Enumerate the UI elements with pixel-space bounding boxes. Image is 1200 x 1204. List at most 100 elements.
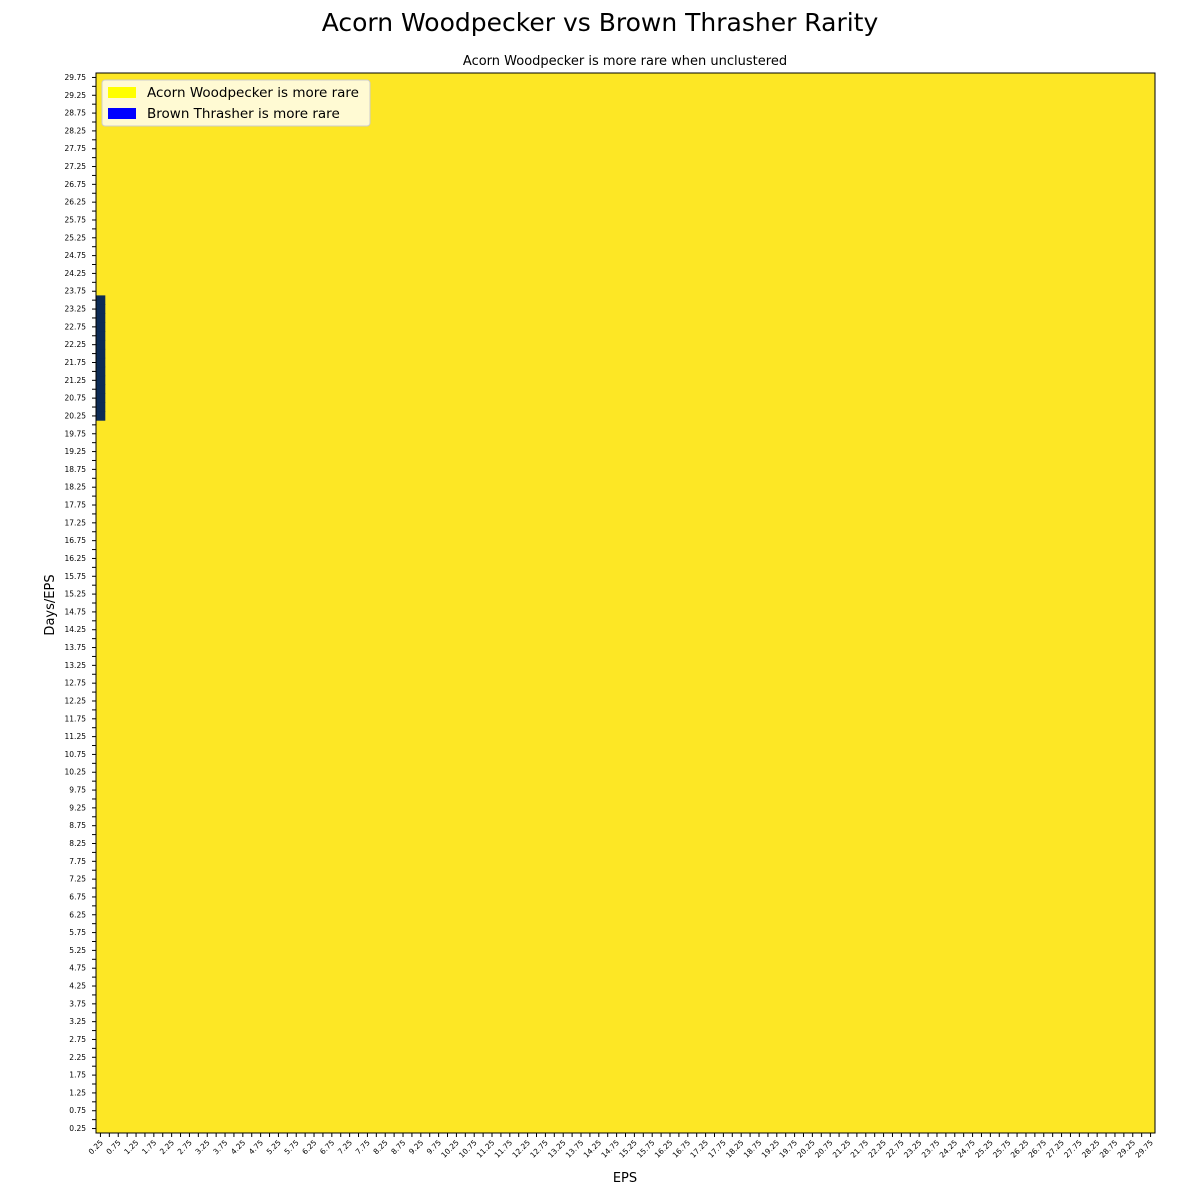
legend: Acorn Woodpecker is more rare Brown Thras… (101, 79, 371, 127)
y-tick-label: 5.75 (69, 928, 86, 937)
x-tick-label: 4.25 (229, 1138, 247, 1156)
y-tick-label: 16.25 (65, 554, 87, 563)
legend-label: Acorn Woodpecker is more rare (147, 85, 359, 101)
x-tick-label: 9.25 (407, 1138, 425, 1156)
heatmap-cell (96, 304, 106, 314)
x-tick-label: 27.25 (1044, 1138, 1066, 1160)
heatmap-cell (96, 366, 106, 377)
y-tick-label: 27.75 (65, 144, 87, 153)
heatmap-cell (96, 384, 106, 394)
x-tick-label: 1.75 (140, 1138, 158, 1156)
x-tick-label: 3.25 (193, 1138, 211, 1156)
x-tick-label: 13.25 (546, 1138, 568, 1160)
x-tick-label: 14.25 (582, 1138, 604, 1160)
y-tick-label: 29.25 (65, 91, 87, 100)
y-tick-label: 12.75 (65, 679, 87, 688)
x-tick-label: 4.75 (247, 1138, 265, 1156)
y-tick-label: 0.75 (69, 1106, 86, 1115)
x-tick-label: 25.75 (991, 1138, 1013, 1160)
heatmap-cell (96, 402, 106, 412)
y-tick-label: 23.75 (65, 287, 87, 296)
x-tick-label: 21.75 (849, 1138, 871, 1160)
x-tick-label: 20.25 (795, 1138, 817, 1160)
heatmap-cell (96, 348, 106, 359)
y-tick-label: 1.25 (69, 1088, 86, 1097)
y-tick-label: 22.25 (65, 340, 87, 349)
y-tick-label: 4.75 (69, 964, 86, 973)
y-tick-label: 11.75 (65, 714, 87, 723)
x-tick-label: 11.75 (493, 1138, 515, 1160)
y-tick-label: 13.25 (65, 661, 87, 670)
y-tick-label: 20.75 (65, 394, 87, 403)
x-tick-label: 24.75 (955, 1138, 977, 1160)
x-tick-label: 5.75 (282, 1138, 300, 1156)
heatmap-cell (96, 313, 106, 323)
x-tick-label: 5.25 (265, 1138, 283, 1156)
y-tick-label: 7.75 (69, 857, 86, 866)
heatmap-cell (96, 357, 106, 368)
y-tick-label: 10.75 (65, 750, 87, 759)
y-tick-label: 2.25 (69, 1053, 86, 1062)
plot-area (95, 72, 1156, 1134)
x-tick-label: 17.25 (688, 1138, 710, 1160)
x-tick-label: 16.25 (653, 1138, 675, 1160)
y-tick-label: 6.75 (69, 892, 86, 901)
x-tick-label: 0.75 (104, 1138, 122, 1156)
y-tick-label: 19.25 (65, 447, 87, 456)
y-tick-label: 8.75 (69, 821, 86, 830)
y-tick-label: 12.25 (65, 696, 87, 705)
x-tick-label: 19.25 (760, 1138, 782, 1160)
x-tick-label: 10.25 (439, 1138, 461, 1160)
x-tick-label: 14.75 (599, 1138, 621, 1160)
x-axis: 0.25 0.75 1.25 1.75 2.25 2.75 3.25 3.75 4.25 4.75… (87, 1133, 1155, 1160)
y-tick-label: 11.25 (65, 732, 87, 741)
y-tick-label: 23.25 (65, 305, 87, 314)
x-tick-label: 3.75 (211, 1138, 229, 1156)
x-tick-label: 10.75 (457, 1138, 479, 1160)
x-axis-label: EPS (613, 1171, 637, 1186)
x-tick-label: 17.75 (706, 1138, 728, 1160)
y-tick-label: 5.25 (69, 946, 86, 955)
x-tick-label: 15.75 (635, 1138, 657, 1160)
y-tick-label: 26.25 (65, 198, 87, 207)
x-tick-label: 18.75 (742, 1138, 764, 1160)
y-tick-label: 7.25 (69, 875, 86, 884)
heatmap-cell (96, 322, 106, 332)
y-tick-label: 1.75 (69, 1071, 86, 1080)
y-tick-label: 16.75 (65, 536, 87, 545)
y-tick-label: 0.25 (69, 1124, 86, 1133)
y-tick-label: 24.25 (65, 269, 87, 278)
y-tick-label: 15.25 (65, 590, 87, 599)
x-tick-label: 8.25 (371, 1138, 389, 1156)
heatmap-cell (96, 375, 106, 386)
y-tick-label: 13.75 (65, 643, 87, 652)
y-tick-label: 28.75 (65, 109, 87, 118)
y-tick-label: 25.75 (65, 215, 87, 224)
y-tick-label: 27.25 (65, 162, 87, 171)
y-tick-label: 28.25 (65, 126, 87, 135)
x-tick-label: 19.75 (777, 1138, 799, 1160)
legend-swatch (108, 87, 136, 98)
legend-swatch (108, 108, 136, 119)
x-tick-label: 18.25 (724, 1138, 746, 1160)
y-tick-label: 29.75 (65, 73, 87, 82)
y-tick-label: 8.25 (69, 839, 86, 848)
y-axis: 0.25 0.75 1.25 1.75 2.25 2.75 3.25 3.75 4.25 4.75… (65, 73, 96, 1133)
chart-title: Acorn Woodpecker vs Brown Thrasher Rarit… (322, 8, 879, 37)
x-tick-label: 21.25 (831, 1138, 853, 1160)
y-tick-label: 14.75 (65, 607, 87, 616)
y-tick-label: 18.75 (65, 465, 87, 474)
heatmap-cell (96, 331, 106, 341)
x-tick-label: 28.25 (1080, 1138, 1102, 1160)
x-tick-label: 12.75 (528, 1138, 550, 1160)
legend-label: Brown Thrasher is more rare (147, 106, 340, 122)
heatmap-cell-region (96, 73, 1155, 1133)
x-tick-label: 22.25 (866, 1138, 888, 1160)
y-tick-label: 2.75 (69, 1035, 86, 1044)
x-tick-label: 28.75 (1098, 1138, 1120, 1160)
y-tick-label: 4.25 (69, 982, 86, 991)
y-tick-label: 14.25 (65, 625, 87, 634)
x-tick-label: 27.75 (1062, 1138, 1084, 1160)
